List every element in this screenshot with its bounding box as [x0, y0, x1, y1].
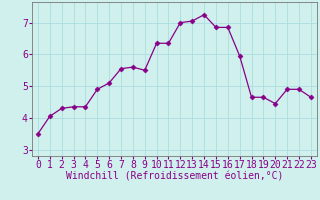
X-axis label: Windchill (Refroidissement éolien,°C): Windchill (Refroidissement éolien,°C) [66, 172, 283, 182]
